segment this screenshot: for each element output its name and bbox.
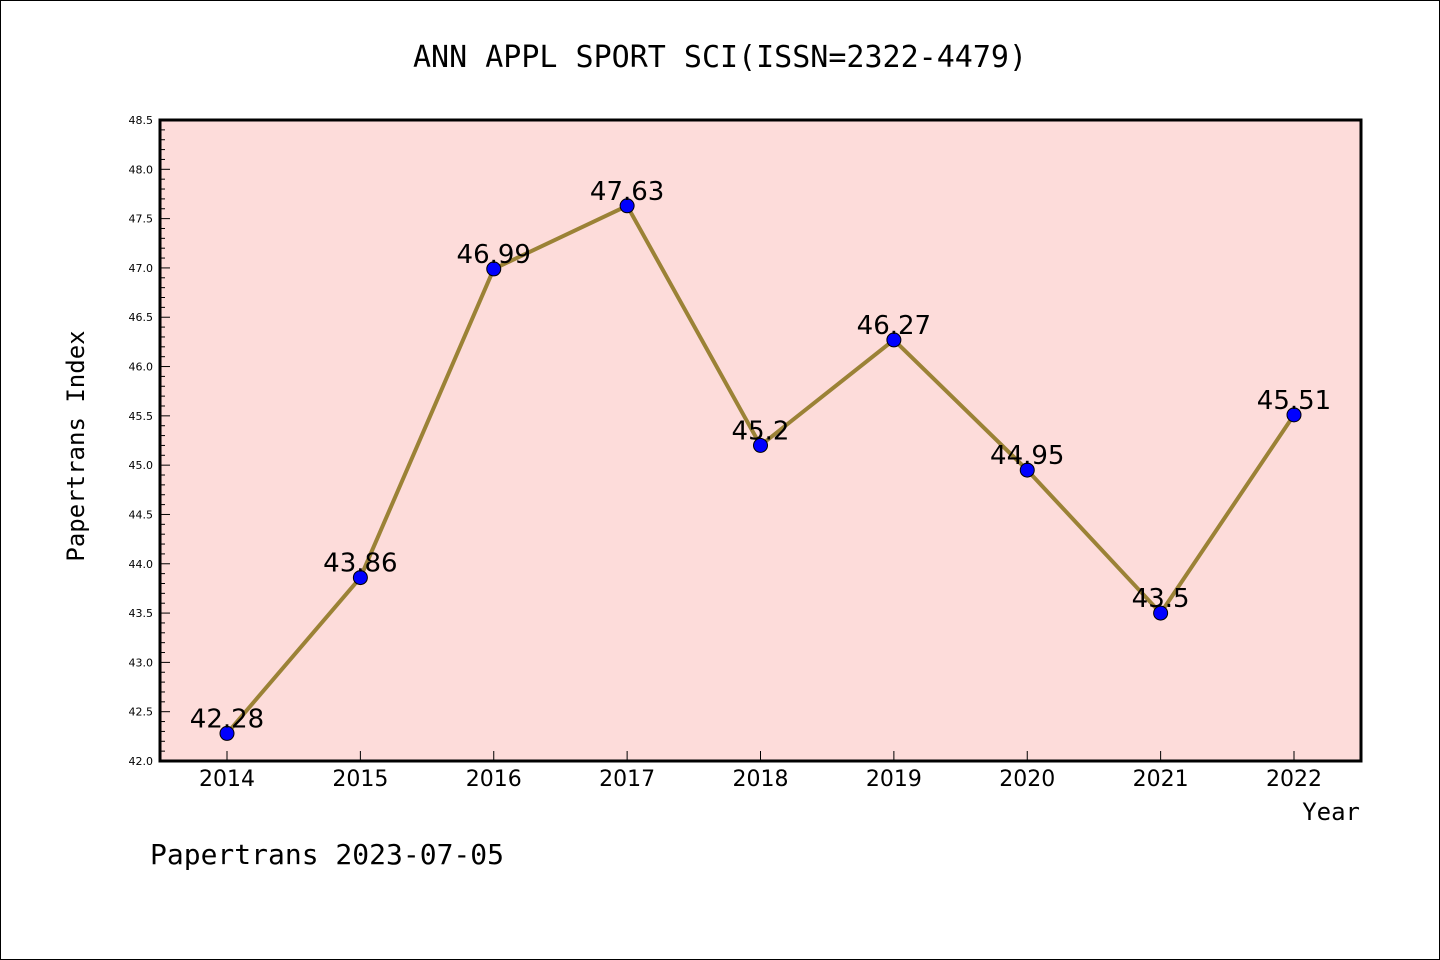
data-point (1153, 605, 1169, 621)
y-tick-label: 42.5 (129, 706, 154, 719)
y-tick-label: 44.0 (129, 558, 154, 571)
data-point (619, 198, 635, 214)
data-label: 46.99 (457, 240, 531, 270)
data-point (352, 570, 368, 586)
x-tick-label: 2022 (1266, 767, 1322, 792)
y-tick-label: 46.0 (129, 361, 154, 374)
data-point (486, 261, 502, 277)
data-label: 47.63 (590, 177, 664, 207)
data-label: 46.27 (857, 311, 931, 341)
data-points (219, 198, 1302, 741)
x-axis-label: Year (1302, 798, 1360, 826)
x-axis: 2014 2015 2016 2017 2018 2019 2020 2021 2022 (199, 751, 1322, 792)
x-tick-label: 2021 (1133, 767, 1189, 792)
x-tick-label: 2016 (466, 767, 522, 792)
y-tick-label: 43.0 (129, 656, 154, 669)
data-label: 44.95 (990, 441, 1064, 471)
y-tick-label: 43.5 (129, 607, 154, 620)
footer-text: Papertrans 2023-07-05 (150, 838, 504, 871)
data-point (886, 332, 902, 348)
data-point (219, 725, 235, 741)
data-point (1019, 462, 1035, 478)
y-tick-label: 48.0 (129, 163, 154, 176)
y-axis-label: Papertrans Index (62, 330, 90, 561)
x-tick-label: 2015 (332, 767, 388, 792)
y-axis: 42.0 42.5 43.0 43.5 44.0 44.5 45.0 45.5 46.0 46.5… (129, 114, 170, 768)
x-tick-label: 2019 (866, 767, 922, 792)
x-tick-label: 2020 (999, 767, 1055, 792)
chart-title: ANN APPL SPORT SCI(ISSN=2322-4479) (413, 40, 1027, 75)
y-tick-label: 47.0 (129, 262, 154, 275)
data-label: 45.2 (732, 416, 790, 446)
data-label: 45.51 (1257, 386, 1331, 416)
data-label: 43.86 (323, 549, 397, 579)
x-tick-label: 2014 (199, 767, 255, 792)
data-point (1286, 407, 1302, 423)
x-tick-label: 2017 (599, 767, 655, 792)
data-label: 42.28 (190, 704, 264, 734)
plot-border (158, 118, 1363, 763)
y-tick-label: 47.5 (129, 213, 154, 226)
data-point (753, 437, 768, 453)
y-tick-label: 44.5 (129, 508, 154, 521)
y-tick-label: 42.0 (129, 755, 154, 768)
y-tick-label: 46.5 (129, 311, 154, 324)
x-tick-label: 2018 (733, 767, 789, 792)
data-labels: 42.28 43.86 46.99 47.63 45.2 46.27 44.95 43.5 45… (190, 177, 1331, 735)
data-label: 43.5 (1132, 584, 1190, 614)
y-tick-label: 48.5 (129, 114, 154, 127)
y-tick-label: 45.0 (129, 459, 154, 472)
y-tick-label: 45.5 (129, 410, 154, 423)
